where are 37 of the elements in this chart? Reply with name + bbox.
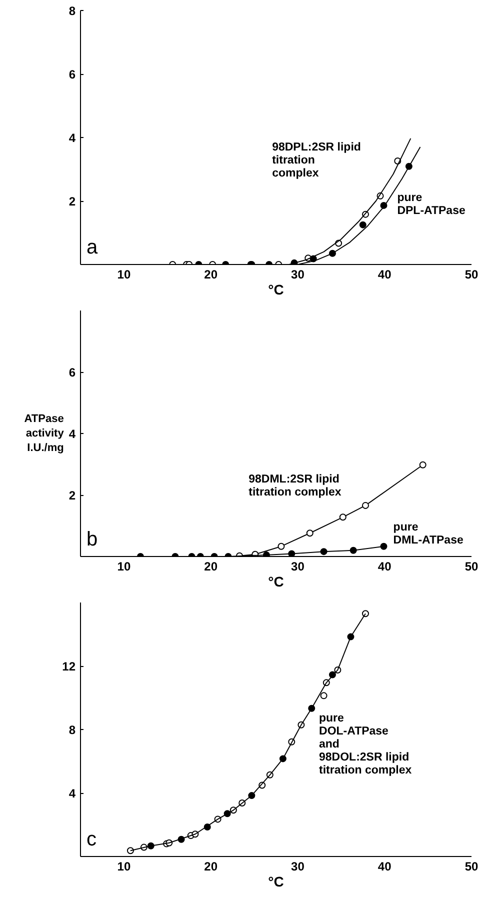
- x-tick-label: 20: [204, 268, 218, 282]
- x-tick-label: 10: [117, 560, 131, 574]
- x-tick-label: 20: [204, 560, 218, 574]
- x-tick-label: 30: [291, 860, 305, 874]
- y-tick-label: 12: [62, 660, 76, 674]
- x-tick-label: 50: [464, 860, 478, 874]
- annotation: 98DML:2SR lipid titration complex: [248, 473, 342, 498]
- y-tick-label: 8: [68, 4, 76, 18]
- annotation: a: [86, 236, 98, 258]
- annotation: b: [86, 528, 98, 550]
- annotation: c: [86, 828, 96, 850]
- x-tick-label: 30: [291, 560, 305, 574]
- x-tick-label: 10: [117, 860, 131, 874]
- y-tick-label: 8: [68, 723, 76, 737]
- y-tick-label: 4: [68, 131, 76, 145]
- y-tick-label: 6: [68, 68, 76, 82]
- x-tick-label: 50: [464, 268, 478, 282]
- annotation: pure DML-ATPase: [393, 521, 464, 546]
- x-tick-label: 10: [117, 268, 131, 282]
- y-tick-label: 4: [68, 786, 76, 800]
- y-tick-label: 6: [68, 366, 76, 380]
- annotation: 98DPL:2SR lipid titration complex: [272, 142, 361, 180]
- annotation: pure DPL-ATPase: [397, 192, 466, 218]
- y-tick-label: 2: [68, 488, 76, 502]
- x-axis-title: °C: [268, 874, 284, 890]
- x-tick-label: 20: [204, 860, 218, 874]
- y-axis-title: ATPase activity I.U./mg: [24, 413, 65, 454]
- x-tick-label: 40: [378, 560, 392, 574]
- x-axis-title: °C: [268, 282, 284, 298]
- y-tick-label: 2: [68, 194, 76, 208]
- x-tick-label: 50: [464, 560, 478, 574]
- annotation: pure DOL-ATPase and 98DOL:2SR lipid titration complex: [319, 712, 412, 777]
- x-axis-title: °C: [268, 574, 284, 590]
- x-tick-label: 30: [291, 268, 305, 282]
- y-tick-label: 4: [68, 427, 76, 441]
- x-tick-label: 40: [378, 860, 392, 874]
- x-tick-label: 40: [378, 268, 392, 282]
